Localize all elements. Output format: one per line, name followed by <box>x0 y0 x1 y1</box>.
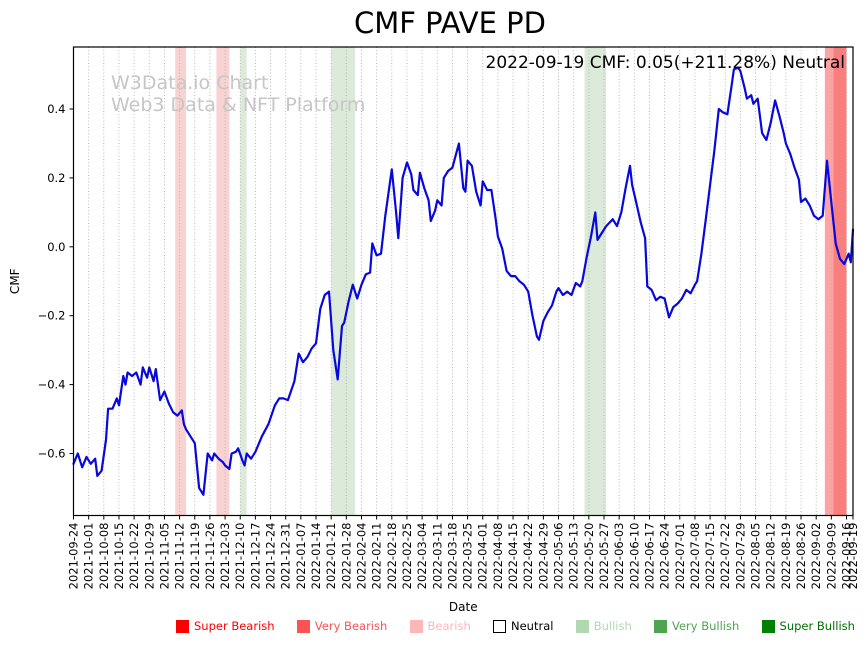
x-tick-label: 2021-12-31 <box>279 523 293 590</box>
legend-label: Very Bearish <box>314 619 388 633</box>
x-tick-label: 2021-11-12 <box>173 523 187 590</box>
x-tick-label: 2022-05-20 <box>582 523 596 590</box>
x-tick-label: 2021-12-17 <box>248 523 262 590</box>
legend-label: Very Bullish <box>672 619 740 633</box>
x-tick-label: 2022-04-22 <box>521 523 535 590</box>
x-tick-label: 2021-12-10 <box>233 523 247 590</box>
x-tick-label: 2022-09-19 <box>846 523 860 590</box>
x-tick-label: 2022-06-24 <box>658 523 672 590</box>
x-tick-label: 2021-12-03 <box>218 523 232 590</box>
regime-band-bullish <box>331 47 355 516</box>
x-tick-label: 2022-07-01 <box>673 523 687 590</box>
legend-item-bearish: Bearish <box>409 619 471 633</box>
x-tick-label: 2022-04-08 <box>491 523 505 590</box>
cmf-series-line <box>72 66 855 496</box>
x-tick-label: 2022-09-16 <box>840 523 854 590</box>
y-tick-label: −0.4 <box>38 378 66 392</box>
x-tick-label: 2021-12-24 <box>264 523 278 590</box>
x-tick-label: 2022-03-04 <box>415 523 429 590</box>
latest-value-annotation: 2022-09-19 CMF: 0.05(+211.28%) Neutral <box>485 53 845 73</box>
x-tick-label: 2022-01-28 <box>339 523 353 590</box>
x-tick-label: 2022-09-09 <box>824 523 838 590</box>
x-tick-label: 2022-03-18 <box>445 523 459 590</box>
y-axis-title: CMF <box>8 268 22 294</box>
x-tick-label: 2022-06-03 <box>612 523 626 590</box>
x-tick-label: 2022-04-01 <box>476 523 490 590</box>
legend-swatch <box>409 619 423 633</box>
x-tick-label: 2022-02-11 <box>370 523 384 590</box>
x-tick-label: 2021-10-29 <box>142 523 156 590</box>
x-tick-label: 2021-10-01 <box>82 523 96 590</box>
watermark-line1: W3Data.io Chart <box>111 72 269 94</box>
legend-label: Super Bullish <box>779 619 855 633</box>
x-tick-label: 2022-08-05 <box>749 523 763 590</box>
x-tick-label: 2021-10-22 <box>127 523 141 590</box>
x-tick-label: 2021-10-08 <box>97 523 111 590</box>
x-tick-label: 2022-07-15 <box>703 523 717 590</box>
x-tick-label: 2022-02-25 <box>400 523 414 590</box>
legend-swatch <box>761 619 775 633</box>
x-tick-label: 2022-07-29 <box>733 523 747 590</box>
regime-band-bullish <box>240 47 247 516</box>
x-tick-label: 2022-02-04 <box>354 523 368 590</box>
legend-item-very-bearish: Very Bearish <box>296 619 388 633</box>
legend-item-super-bearish: Super Bearish <box>176 619 275 633</box>
legend-swatch <box>575 619 589 633</box>
legend-label: Neutral <box>511 619 554 633</box>
legend-swatch <box>176 619 189 633</box>
x-tick-label: 2022-05-13 <box>567 523 581 590</box>
regime-band-bullish <box>584 47 607 516</box>
legend-swatch <box>654 619 667 633</box>
x-tick-label: 2021-11-19 <box>188 523 202 590</box>
y-tick-label: 0.2 <box>47 171 65 185</box>
x-tick-label: 2022-06-10 <box>627 523 641 590</box>
x-tick-label: 2022-05-27 <box>597 523 611 590</box>
x-tick-label: 2022-01-14 <box>309 523 323 590</box>
x-tick-label: 2022-02-18 <box>385 523 399 590</box>
legend-item-neutral: Neutral <box>493 619 553 633</box>
legend-swatch <box>493 619 506 633</box>
watermark-line2: Web3 Data & NFT Platform <box>111 94 366 116</box>
x-tick-label: 2021-10-15 <box>112 523 126 590</box>
chart-title: CMF PAVE PD <box>354 6 546 40</box>
x-tick-label: 2021-11-26 <box>203 523 217 590</box>
axes-frame <box>72 46 854 517</box>
y-tick-label: 0.0 <box>47 240 65 254</box>
legend-label: Bearish <box>427 619 471 633</box>
x-axis-title: Date <box>449 600 478 614</box>
legend: Super Bearish Very Bearish Bearish Neutral B… <box>176 619 855 633</box>
legend-label: Bullish <box>593 619 632 633</box>
x-tick-label: 2021-09-24 <box>67 523 81 590</box>
legend-item-super-bullish: Super Bullish <box>761 619 855 633</box>
y-tick-label: −0.2 <box>38 309 66 323</box>
x-tick-label: 2022-04-15 <box>506 523 520 590</box>
y-tick-label: 0.4 <box>47 102 65 116</box>
watermark: W3Data.io Chart Web3 Data & NFT Platform <box>111 72 365 116</box>
x-tick-label: 2022-07-22 <box>718 523 732 590</box>
regime-band-very-bearish <box>833 47 847 516</box>
x-tick-label: 2022-05-06 <box>552 523 566 590</box>
x-tick-label: 2022-03-25 <box>461 523 475 590</box>
y-tick-label: −0.6 <box>38 446 66 460</box>
legend-item-very-bullish: Very Bullish <box>654 619 739 633</box>
x-tick-label: 2022-08-26 <box>794 523 808 590</box>
x-tick-label: 2022-06-17 <box>642 523 656 590</box>
x-tick-label: 2022-03-11 <box>430 523 444 590</box>
x-tick-label: 2022-08-12 <box>764 523 778 590</box>
x-tick-label: 2022-09-02 <box>809 523 823 590</box>
x-tick-label: 2022-01-21 <box>324 523 338 590</box>
x-tick-label: 2021-11-05 <box>157 523 171 590</box>
x-tick-label: 2022-08-19 <box>779 523 793 590</box>
legend-swatch <box>296 619 310 633</box>
x-tick-label: 2022-01-07 <box>294 523 308 590</box>
legend-item-bullish: Bullish <box>575 619 632 633</box>
regime-band-bearish <box>216 47 230 516</box>
regime-band-bearish <box>175 47 187 516</box>
x-tick-label: 2022-04-29 <box>536 523 550 590</box>
x-tick-label: 2022-07-08 <box>688 523 702 590</box>
regime-band-very-bearish <box>824 47 834 516</box>
legend-label: Super Bearish <box>194 619 275 633</box>
